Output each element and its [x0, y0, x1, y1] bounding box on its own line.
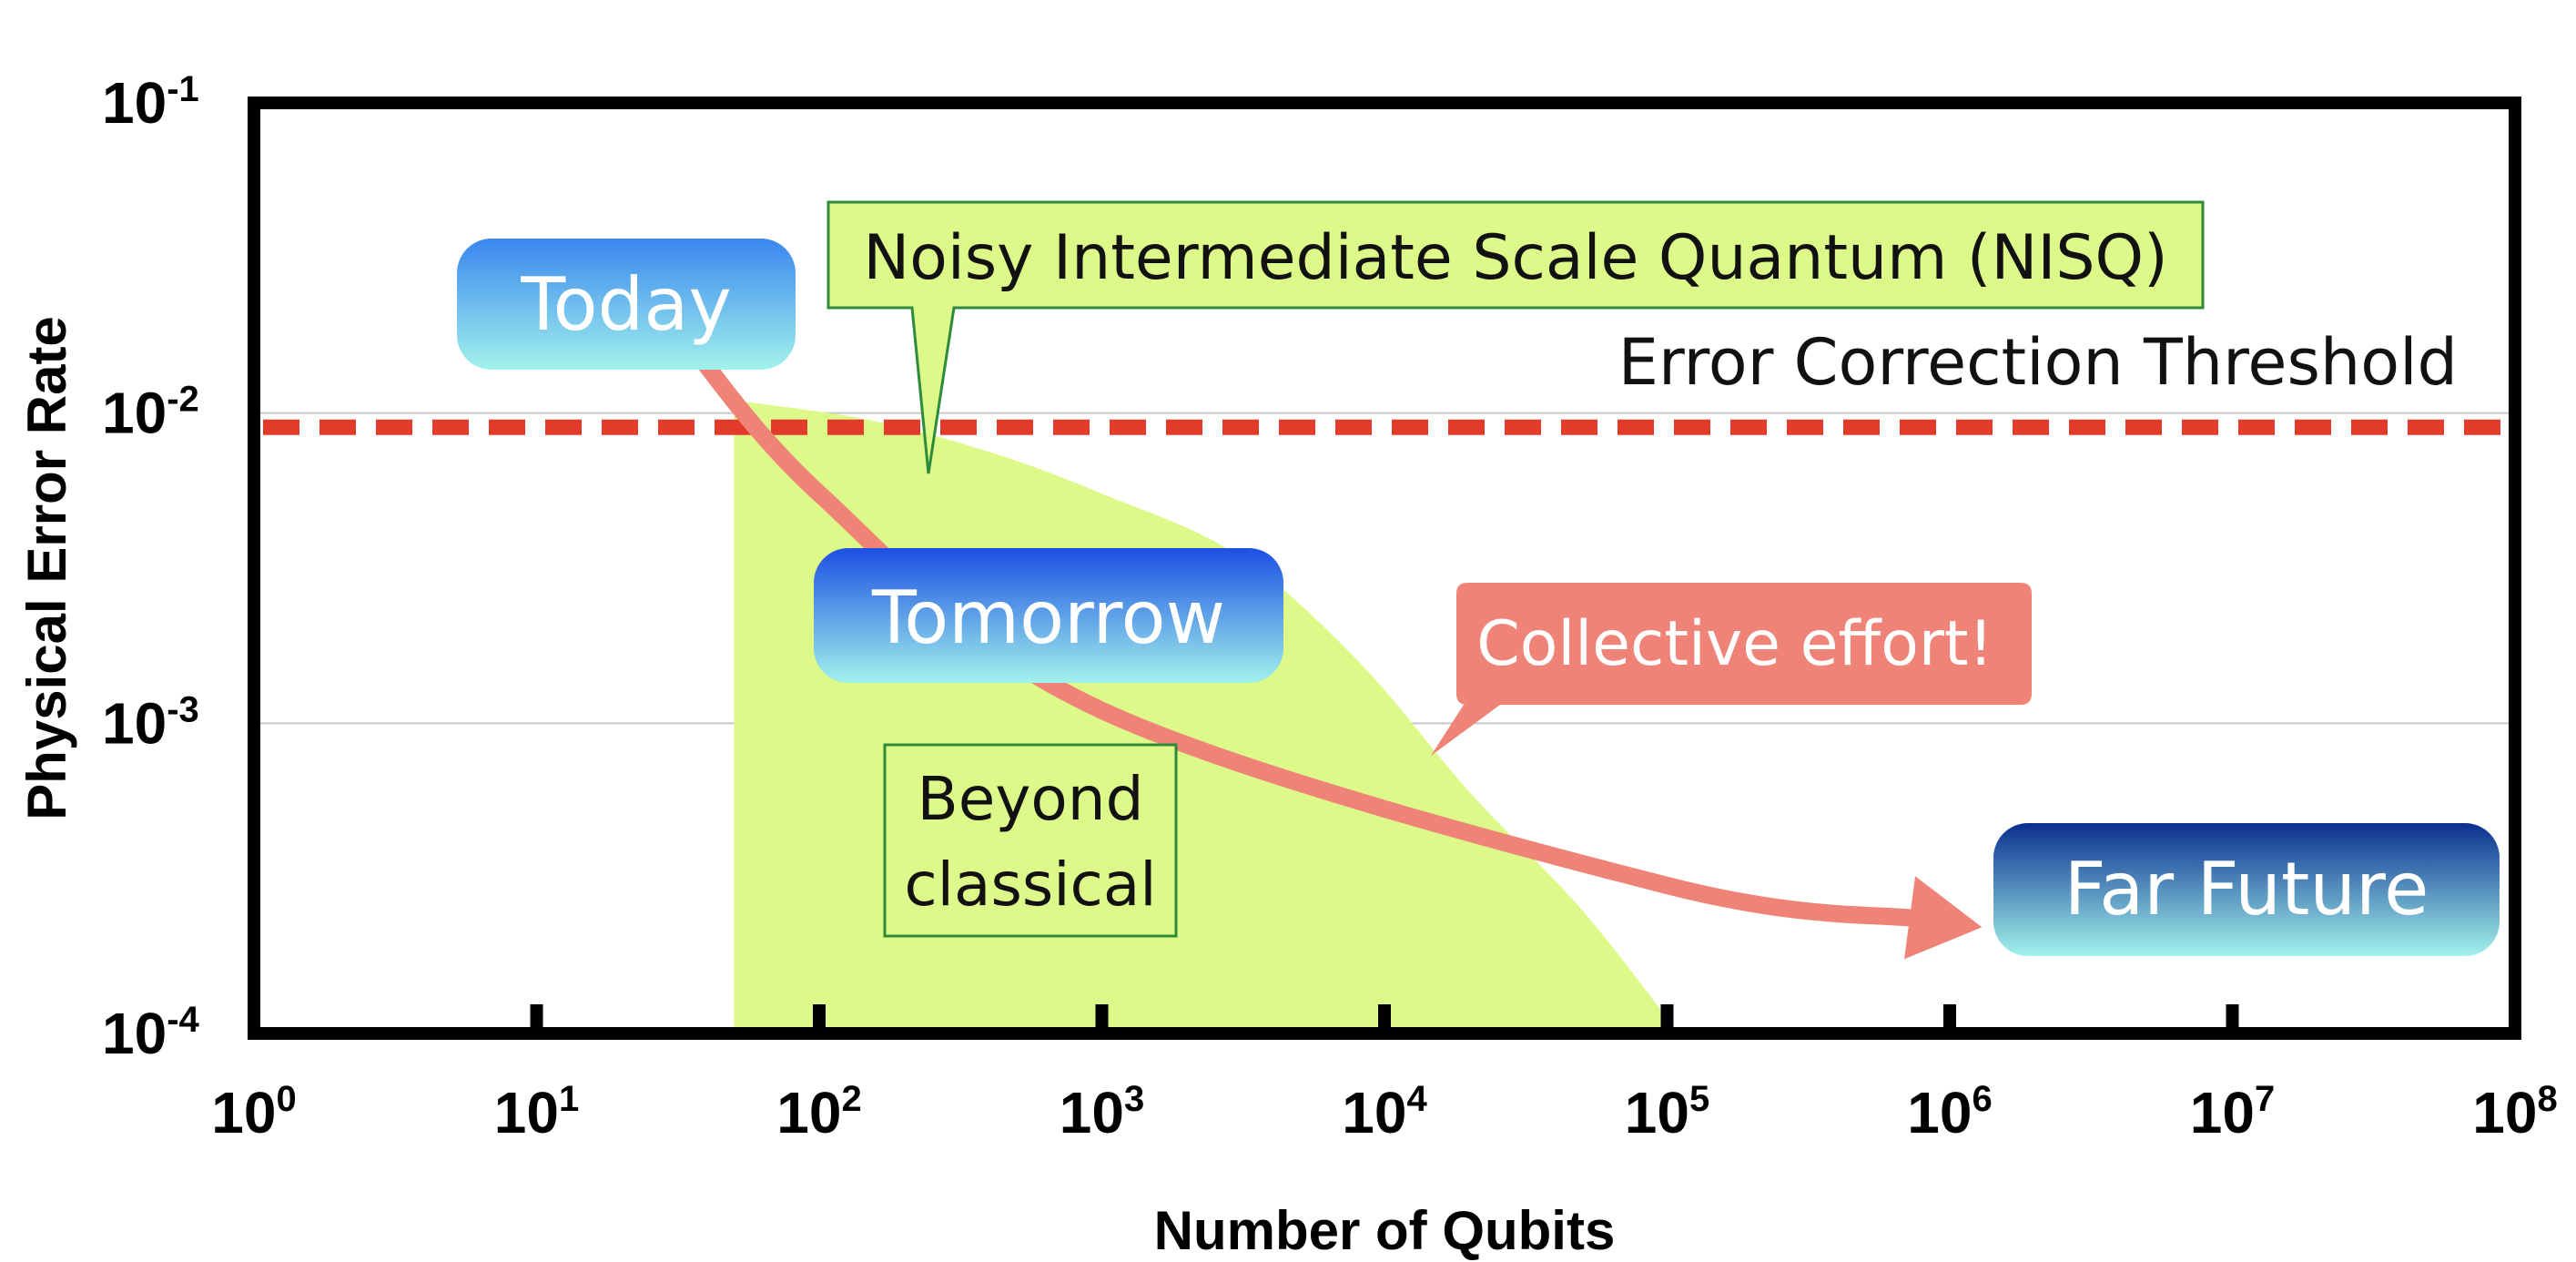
- collective-effort-label: Collective effort!: [1476, 608, 1993, 680]
- nisq-callout-border: [827, 200, 2205, 474]
- beyond-classical-line-1: Beyond: [917, 764, 1143, 834]
- x-tick-label-8: 108: [2472, 1079, 2557, 1145]
- collective-effort-box: [1431, 583, 2032, 756]
- threshold-label: Error Correction Threshold: [1618, 325, 2458, 400]
- trajectory-arrowhead: [1904, 876, 1983, 960]
- y-axis-ticks: 10-1 10-2 10-3 10-4: [102, 69, 200, 1066]
- y-tick-label-1: 10-2: [102, 380, 199, 446]
- tomorrow-pill-shape: [814, 548, 1283, 683]
- x-axis-ticks: 100 101 102 103 104 105 106 107 108: [211, 1004, 2558, 1145]
- beyond-classical-box: Beyond classical: [883, 743, 1178, 938]
- far-future-pill-shape: [1993, 823, 2500, 956]
- x-tick-label-6: 106: [1907, 1079, 1992, 1145]
- x-tick-label-1: 101: [494, 1079, 579, 1145]
- nisq-callout-label: Noisy Intermediate Scale Quantum (NISQ): [863, 222, 2167, 294]
- far-future-pill: Far Future: [1993, 823, 2500, 956]
- beyond-classical-line-2: classical: [904, 850, 1156, 920]
- y-tick-label-3: 10-4: [102, 1000, 200, 1066]
- beyond-classical-rect: [885, 745, 1176, 936]
- x-tick-label-3: 103: [1060, 1079, 1144, 1145]
- tomorrow-pill: Tomorrow: [814, 548, 1283, 683]
- x-tick-label-7: 107: [2190, 1079, 2275, 1145]
- x-tick-label-0: 100: [211, 1079, 296, 1145]
- tomorrow-pill-label: Tomorrow: [871, 575, 1225, 660]
- nisq-callout-box: [828, 202, 2203, 473]
- y-tick-label-0: 10-1: [102, 69, 199, 136]
- y-tick-label-2: 10-3: [102, 689, 199, 756]
- today-pill-shape: [457, 239, 796, 370]
- y-axis-title: Physical Error Rate: [16, 316, 77, 820]
- far-future-pill-label: Far Future: [2064, 847, 2429, 931]
- nisq-callout: Noisy Intermediate Scale Quantum (NISQ): [827, 200, 2205, 474]
- trajectory-line: [663, 310, 1928, 928]
- today-pill-label: Today: [520, 262, 731, 347]
- beyond-classical-border: [883, 743, 1178, 938]
- collective-effort-callout: Collective effort!: [1431, 583, 2032, 756]
- x-tick-label-2: 102: [776, 1079, 861, 1145]
- x-axis-title: Number of Qubits: [1154, 1200, 1616, 1261]
- x-tick-label-5: 105: [1625, 1079, 1709, 1145]
- x-tick-label-4: 104: [1342, 1079, 1427, 1145]
- today-pill: Today: [457, 239, 796, 370]
